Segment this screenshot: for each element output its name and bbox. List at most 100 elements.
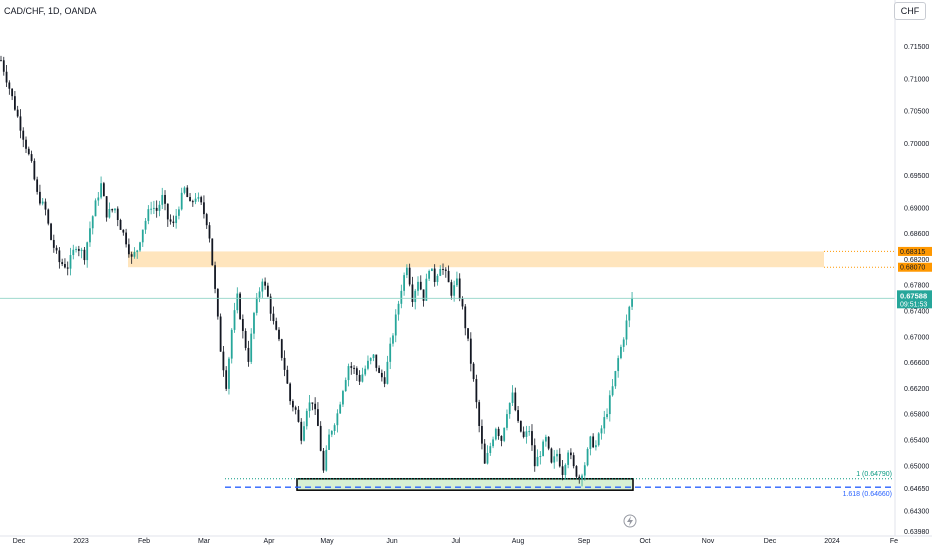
x-tick-label: Dec xyxy=(764,538,777,545)
candle-body xyxy=(50,223,52,240)
candle-body xyxy=(344,380,347,392)
candle-body xyxy=(69,255,72,269)
candle-body xyxy=(525,431,528,437)
candle-body xyxy=(228,358,230,389)
x-tick-label: Jun xyxy=(386,538,397,545)
candle-body xyxy=(311,402,314,404)
candle-body xyxy=(380,372,383,378)
resistance-top-tag-bg xyxy=(898,246,932,256)
candle-body xyxy=(164,194,166,204)
candle-body xyxy=(394,314,397,336)
candle-body xyxy=(289,383,292,402)
candle-body xyxy=(600,428,603,434)
candle-body xyxy=(136,250,139,253)
candle-body xyxy=(347,366,350,381)
currency-button[interactable]: CHF xyxy=(894,2,926,20)
resistance-top-tag: 0.68315 xyxy=(900,249,925,256)
price-axis[interactable]: 0.71500 0.71000 0.70500 0.70000 0.69500 0.690… xyxy=(894,0,929,536)
candle-body xyxy=(94,200,97,217)
candle-body xyxy=(303,426,305,441)
candle-body xyxy=(44,201,47,210)
y-tick-label: 0.64650 xyxy=(904,486,929,493)
candle-body xyxy=(280,339,283,358)
candle-body xyxy=(108,208,111,218)
candle-body xyxy=(556,453,558,457)
candle-body xyxy=(447,270,450,283)
candle-body xyxy=(494,428,497,440)
time-axis[interactable]: Dec 2023 Feb Mar Apr May Jun Jul Aug Sep Oct Nov Dec… xyxy=(0,535,932,545)
candle-body xyxy=(5,71,8,83)
symbol-title: CAD/CHF, 1D, OANDA xyxy=(4,6,97,16)
candle-body xyxy=(272,313,275,322)
candle-body xyxy=(330,430,333,435)
candle-body xyxy=(150,208,153,210)
candle-body xyxy=(8,82,11,89)
y-tick-label: 0.65400 xyxy=(904,437,929,444)
y-tick-label: 0.66600 xyxy=(904,360,929,367)
candle-body xyxy=(194,198,197,202)
candle-body xyxy=(433,268,436,282)
candle-body xyxy=(41,201,44,204)
candle-body xyxy=(400,290,403,304)
candle-body xyxy=(214,265,216,289)
candle-body xyxy=(539,455,542,457)
candle-body xyxy=(203,202,205,215)
candle-body xyxy=(205,214,208,226)
candle-body xyxy=(583,465,586,476)
candle-body xyxy=(620,346,622,359)
candle-body xyxy=(86,242,89,261)
candle-body xyxy=(183,187,186,193)
candle-body xyxy=(405,267,408,276)
candle-body xyxy=(211,238,214,266)
candle-body xyxy=(244,331,247,348)
candle-body xyxy=(442,268,444,270)
candle-body xyxy=(322,450,325,471)
candle-body xyxy=(147,209,150,221)
candle-body xyxy=(97,197,100,201)
candle-body xyxy=(58,250,61,263)
candle-body xyxy=(91,216,94,229)
candle-body xyxy=(419,281,422,290)
candle-body xyxy=(308,402,311,411)
candle-body xyxy=(186,187,189,198)
candle-body xyxy=(467,328,469,339)
candle-body xyxy=(489,446,492,453)
candle-body xyxy=(625,320,628,340)
candle-body xyxy=(336,413,339,426)
candle-body xyxy=(469,338,472,364)
candle-body xyxy=(300,421,303,441)
candle-body xyxy=(564,464,567,476)
candle-body xyxy=(0,60,2,62)
candle-body xyxy=(233,310,236,330)
candle-body xyxy=(436,275,439,282)
candle-body xyxy=(536,456,539,467)
candle-body xyxy=(111,208,114,211)
candle-body xyxy=(100,183,102,198)
candle-body xyxy=(200,197,203,203)
resistance-bottom-tag-bg xyxy=(898,262,932,272)
lightning-icon[interactable] xyxy=(623,514,637,528)
candle-body xyxy=(333,425,336,431)
candle-body xyxy=(172,221,175,224)
candle-body xyxy=(628,306,631,321)
candle-body xyxy=(22,130,25,140)
candle-body xyxy=(597,433,600,446)
candle-body xyxy=(292,401,294,408)
candle-body xyxy=(375,354,378,368)
candle-body xyxy=(189,197,191,202)
candle-body xyxy=(241,319,244,332)
y-tick-label: 0.68600 xyxy=(904,231,929,238)
candle-body xyxy=(364,368,367,375)
y-tick-label: 0.66200 xyxy=(904,386,929,393)
candle-body xyxy=(428,270,431,279)
candle-body xyxy=(75,248,77,250)
candle-body xyxy=(481,425,483,444)
candle-body xyxy=(247,347,250,362)
candle-body xyxy=(130,254,133,257)
candle-body xyxy=(492,439,494,447)
candle-body xyxy=(61,262,64,265)
candle-body xyxy=(119,220,122,230)
